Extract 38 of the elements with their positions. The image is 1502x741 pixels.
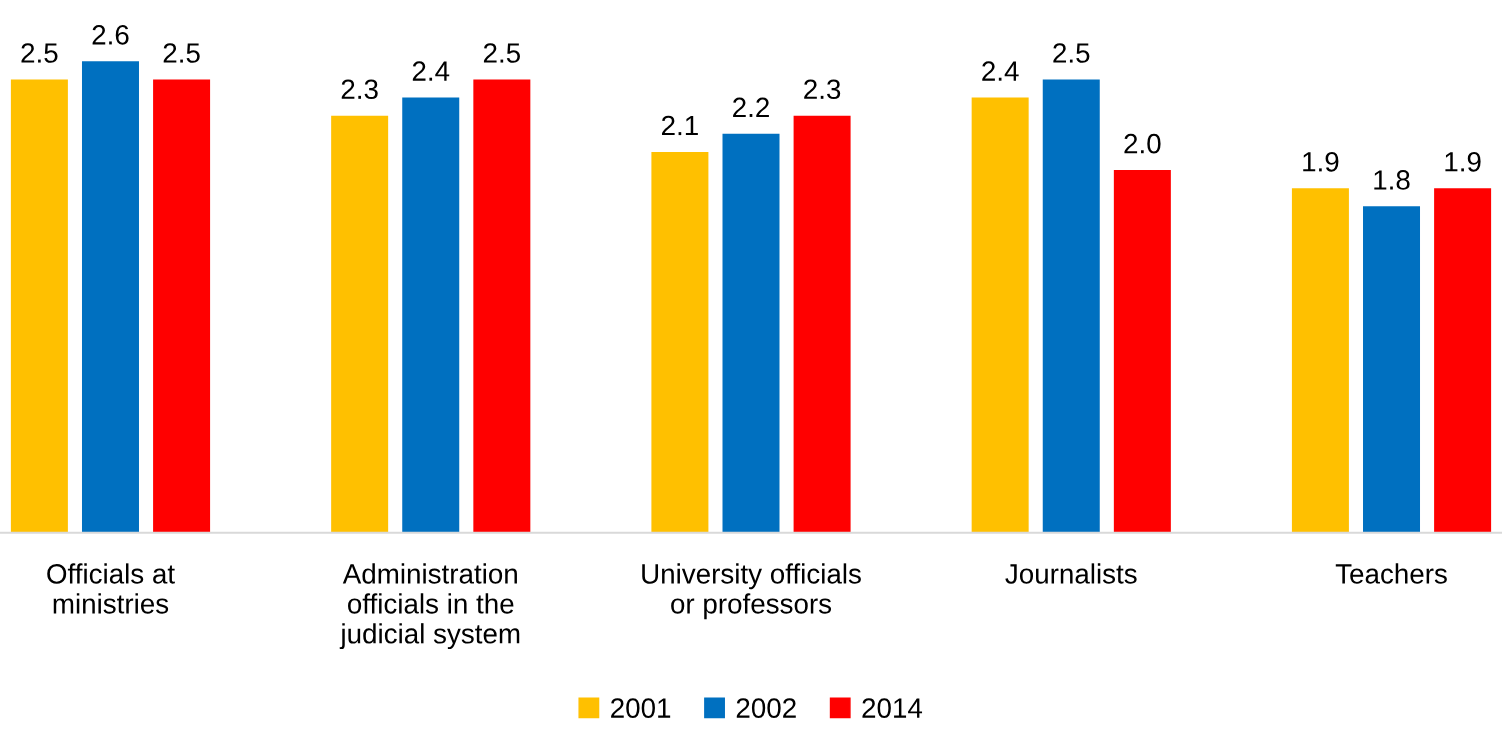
x-tick-label: Administration officials in the judicial system (339, 563, 520, 650)
x-tick-label: University officials or professors (642, 563, 861, 620)
data-label: 1.9 (1303, 151, 1339, 172)
data-label: 1.9 (1445, 151, 1481, 172)
data-label: 2.5 (483, 43, 520, 63)
data-label: 2.5 (163, 43, 200, 63)
bar (331, 115, 389, 533)
bar (1042, 79, 1100, 533)
bar (153, 79, 211, 533)
data-label: 2.5 (1053, 43, 1090, 63)
bar (10, 79, 68, 533)
bar (1291, 188, 1349, 533)
x-tick-label: Journalists (1005, 563, 1137, 584)
bar (402, 97, 460, 533)
bar (1113, 170, 1171, 533)
data-label: 1.8 (1374, 170, 1410, 190)
x-tick-label: Officials at ministries (47, 563, 175, 614)
data-label: 2.4 (982, 61, 1019, 81)
bar (81, 61, 139, 533)
bar (651, 151, 709, 533)
data-label: 2.1 (662, 115, 698, 136)
legend-label: 2014 (862, 698, 923, 718)
data-label: 2.5 (21, 43, 58, 63)
x-tick-label: Teachers (1335, 563, 1447, 584)
data-label: 2.2 (733, 97, 769, 117)
bar (1363, 206, 1421, 533)
bar (971, 97, 1029, 533)
data-label: 2.6 (92, 25, 129, 45)
data-label: 2.0 (1124, 133, 1161, 154)
legend-label: 2002 (736, 698, 796, 718)
bar (793, 115, 851, 533)
bar (722, 133, 780, 533)
legend-label: 2001 (611, 698, 671, 718)
data-label: 2.3 (804, 79, 841, 100)
bar (473, 79, 531, 533)
data-label: 2.3 (341, 79, 378, 100)
data-label: 2.4 (412, 61, 450, 81)
bar (1434, 188, 1492, 533)
